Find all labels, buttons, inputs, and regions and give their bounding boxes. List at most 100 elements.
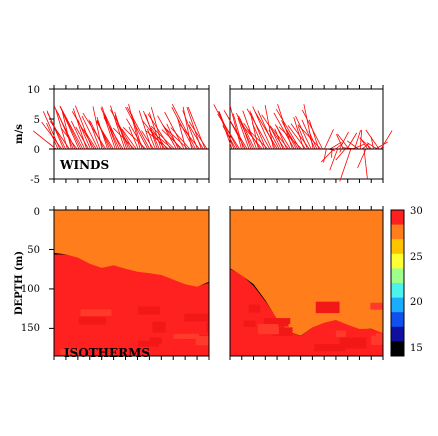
winds-left-vector: [59, 106, 84, 150]
winds-left-vector: [75, 105, 93, 150]
depth-y-tick-100: 100: [21, 284, 40, 295]
winds-left-vector: [182, 110, 198, 150]
isotherms-right-texture: [370, 302, 383, 310]
winds-left-vector: [143, 110, 160, 150]
isotherms-left-texture: [137, 340, 159, 347]
winds-right-vector: [329, 148, 338, 171]
winds-left-vector: [126, 106, 151, 150]
winds-right-vector: [297, 126, 308, 150]
isotherms-left-contours: [54, 210, 209, 356]
winds-right-vector: [339, 148, 352, 182]
winds-left-vector: [110, 105, 126, 150]
winds-left-vector: [49, 120, 70, 150]
isotherms-left-texture: [173, 333, 200, 340]
winds-left-vector: [146, 128, 156, 150]
winds-right-vector: [354, 130, 361, 150]
winds-right-vector: [275, 108, 301, 150]
winds-right-vector: [339, 148, 342, 153]
winds-right-vector: [268, 129, 280, 150]
winds-left-vector: [103, 117, 124, 150]
isotherms-right-contours: [230, 210, 383, 356]
isotherms-right-texture: [257, 324, 279, 335]
winds-right-vector: [308, 130, 318, 150]
colorbar-segment: [391, 326, 404, 342]
winds-right-vector: [287, 125, 306, 150]
winds-right-vector: [295, 115, 312, 150]
isotherms-left-texture: [206, 322, 209, 332]
winds-left-vector: [82, 112, 107, 150]
winds-right-vector: [380, 130, 393, 150]
winds-left-vector: [33, 130, 57, 150]
winds-right-vector: [217, 113, 240, 150]
winds-right-vector: [257, 110, 276, 150]
winds-left-panel: WINDS: [33, 88, 210, 180]
winds-right-vector: [324, 129, 334, 150]
winds-right-vector: [243, 122, 261, 150]
winds-right-vector: [270, 128, 282, 150]
winds-left-vector: [150, 125, 175, 150]
colorbar-tick-15: 15: [410, 343, 423, 354]
winds-left-vector: [128, 126, 139, 150]
winds-right-vector: [290, 123, 310, 150]
depth-y-tick-50: 50: [27, 245, 40, 256]
winds-right-vector: [370, 136, 374, 150]
winds-left-vectors: [33, 104, 208, 150]
winds-right-vector: [335, 148, 346, 161]
winds-right-vector: [337, 133, 350, 150]
winds-right-vector: [254, 111, 278, 150]
winds-left-vector: [83, 129, 97, 150]
isotherms-left-texture: [184, 313, 209, 322]
winds-right-vector: [229, 106, 242, 150]
winds-left-vector: [122, 126, 147, 150]
isotherms-left-texture: [137, 306, 160, 315]
winds-right-vector: [223, 109, 248, 150]
winds-right-vector: [329, 141, 342, 150]
winds-left-vector: [145, 130, 170, 150]
colorbar-segment: [391, 297, 404, 313]
winds-right-vector: [246, 108, 271, 150]
colorbar-segment: [391, 253, 404, 269]
winds-right-vector: [238, 115, 255, 150]
winds-left-vector: [188, 121, 208, 150]
winds-left-vector: [63, 113, 82, 150]
isotherms-right-texture: [263, 318, 291, 325]
isotherms-left-band: [54, 210, 209, 287]
winds-right-vector: [301, 109, 323, 150]
colorbar-segment: [391, 239, 404, 255]
winds-left-vector: [115, 121, 131, 150]
isotherms-right-texture: [339, 337, 367, 349]
isotherms-right-texture: [243, 320, 256, 328]
winds-left-vector: [177, 117, 187, 150]
isotherms-left-frame: [53, 209, 210, 357]
winds-left-vector: [142, 120, 166, 150]
winds-right-vector: [237, 117, 250, 150]
isotherms-right-texture: [375, 333, 383, 345]
winds-left-vector: [188, 124, 204, 150]
winds-left-vector: [100, 107, 120, 150]
colorbar-segment: [391, 268, 404, 284]
winds-left-vector: [62, 112, 72, 150]
winds-right-vector: [320, 148, 335, 163]
colorbar-tick-25: 25: [410, 252, 423, 263]
winds-right-vector: [375, 141, 388, 150]
winds-label: WINDS: [59, 158, 109, 172]
colorbar-segment: [391, 210, 404, 226]
colorbar-segment: [391, 283, 404, 299]
isotherms-left-texture: [78, 317, 107, 325]
winds-left-vector: [170, 127, 191, 150]
winds-left-vector: [121, 128, 137, 150]
winds-right-vector: [247, 128, 269, 150]
winds-right-vector: [218, 111, 235, 150]
isotherms-left-texture: [195, 335, 209, 346]
winds-left-vector: [179, 124, 200, 150]
colorbar-fill: [391, 210, 404, 357]
winds-left-vector: [70, 120, 86, 150]
isotherms-left-texture: [149, 337, 162, 344]
winds-left-vector: [75, 126, 89, 150]
isotherms-right-band: [230, 210, 383, 336]
winds-y-tick-5: 5: [34, 115, 40, 126]
winds-left-vector: [71, 111, 95, 150]
winds-left-vector: [164, 127, 189, 150]
depth-y-tick-0: 0: [34, 207, 40, 218]
